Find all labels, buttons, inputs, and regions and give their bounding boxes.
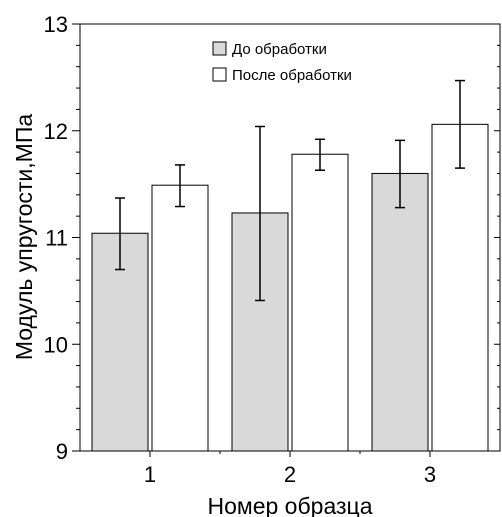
bar-after-1 [151,184,209,452]
y-axis: 9 10 11 12 13 [44,12,500,464]
error-bar-before-3 [395,139,405,209]
x-axis-label: Номер образца [208,493,373,517]
x-axis: 1 2 3 [144,451,436,487]
bars-layer [91,123,489,452]
legend: До обработки После обработки [212,41,352,84]
y-axis-label: Модуль упругости,МПа [11,114,37,361]
y-tick-label: 10 [44,332,68,357]
error-bar-before-1 [115,197,125,271]
y-tick-label: 12 [44,119,68,144]
bar-before-3 [371,172,429,452]
y-tick-label: 11 [45,226,68,251]
error-bar-before-2 [255,125,265,302]
error-bar-after-2 [315,138,325,171]
error-bars-layer [115,79,465,302]
y-tick-label: 13 [44,12,68,37]
bar-after-3 [431,123,489,452]
bar-after-2 [291,153,349,452]
error-bar-after-1 [175,164,185,208]
x-tick-label: 2 [284,462,296,487]
x-tick-label: 3 [424,462,436,487]
legend-label-after: После обработки [232,67,352,84]
legend-label-before: До обработки [232,41,327,58]
error-bar-after-3 [455,79,465,169]
x-tick-label: 1 [144,462,156,487]
legend-swatch-after [212,67,227,82]
legend-swatch-before [212,41,227,56]
y-tick-label: 9 [56,439,68,464]
